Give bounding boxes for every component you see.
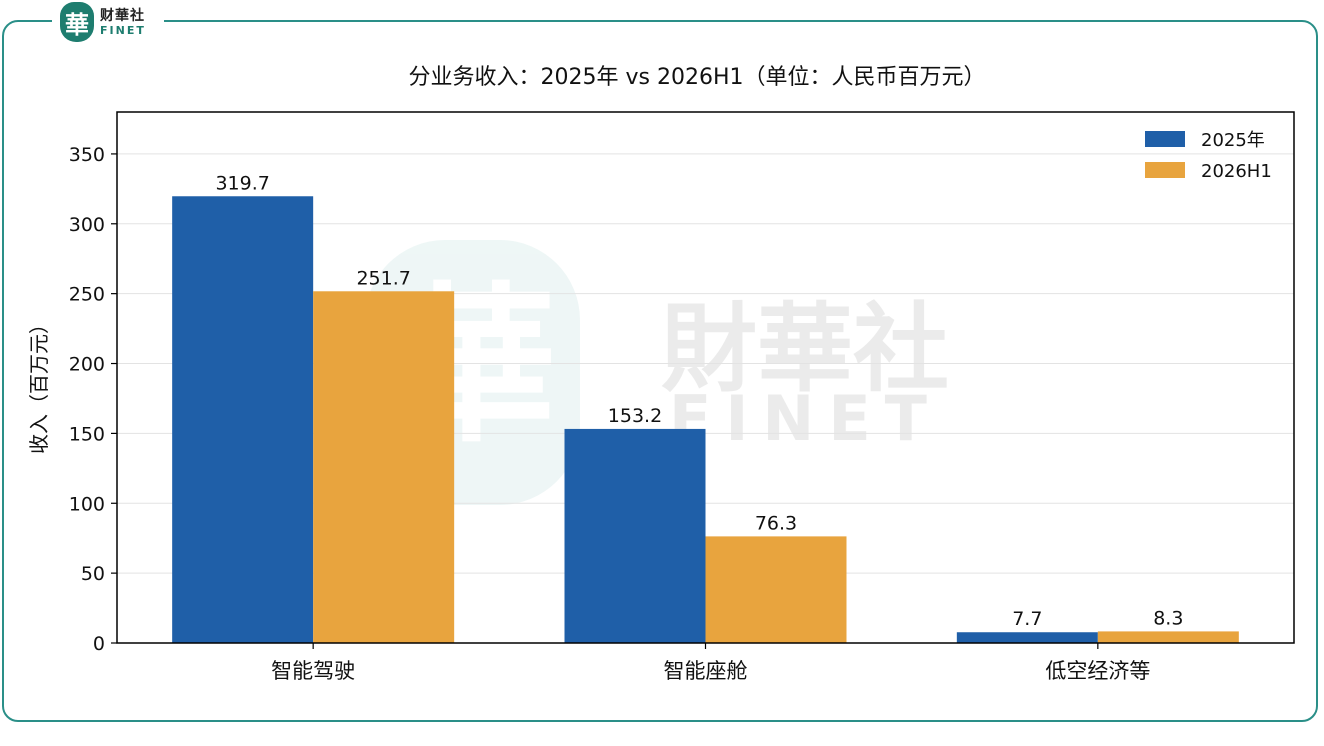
bars — [172, 196, 1239, 643]
bar-series2 — [1097, 631, 1239, 643]
legend: 2025年 2026H1 — [1145, 130, 1272, 182]
data-label: 7.7 — [1012, 608, 1042, 630]
watermark-en: FINET — [669, 382, 941, 455]
y-tick-label: 250 — [69, 284, 105, 306]
data-labels: 319.7 251.7 153.2 76.3 7.7 8.3 — [215, 172, 1183, 630]
bar-series1 — [172, 196, 314, 643]
logo-badge: 華 — [60, 2, 94, 42]
legend-label: 2025年 — [1201, 130, 1265, 151]
chart-title: 分业务收入：2025年 vs 2026H1（单位：人民币百万元） — [409, 65, 986, 90]
bar-series1 — [956, 632, 1098, 643]
x-tick-label: 低空经济等 — [1045, 659, 1150, 683]
y-axis-label: 收入（百万元） — [27, 314, 51, 454]
legend-label: 2026H1 — [1201, 161, 1272, 182]
data-label: 76.3 — [755, 512, 797, 534]
y-axis: 0 50 100 150 200 250 300 350 — [69, 144, 117, 655]
y-tick-label: 350 — [69, 144, 105, 166]
bar-series2 — [313, 291, 455, 643]
logo-name-cn: 财華社 — [100, 7, 145, 24]
y-tick-label: 150 — [69, 423, 105, 445]
x-tick-label: 智能驾驶 — [271, 659, 355, 683]
y-tick-label: 100 — [69, 493, 105, 515]
finet-logo: 華 财華社 FINET — [52, 0, 164, 44]
y-tick-label: 200 — [69, 354, 105, 376]
watermark-cn: 財華社 — [661, 293, 949, 405]
y-tick-label: 50 — [81, 563, 105, 585]
x-axis: 智能驾驶 智能座舱 低空经济等 — [271, 643, 1150, 683]
data-label: 251.7 — [356, 267, 410, 289]
data-label: 319.7 — [215, 172, 269, 194]
bar-series2 — [705, 536, 847, 643]
chart-frame — [2, 20, 1318, 722]
data-label: 153.2 — [608, 405, 662, 427]
logo-text: 财華社 FINET — [100, 9, 146, 36]
legend-swatch — [1145, 162, 1185, 178]
y-tick-label: 0 — [93, 633, 105, 655]
bar-series1 — [564, 428, 706, 643]
legend-swatch — [1145, 131, 1185, 147]
x-tick-label: 智能座舱 — [664, 659, 748, 683]
logo-name-en: FINET — [100, 23, 146, 37]
y-tick-label: 300 — [69, 214, 105, 236]
data-label: 8.3 — [1153, 607, 1183, 629]
